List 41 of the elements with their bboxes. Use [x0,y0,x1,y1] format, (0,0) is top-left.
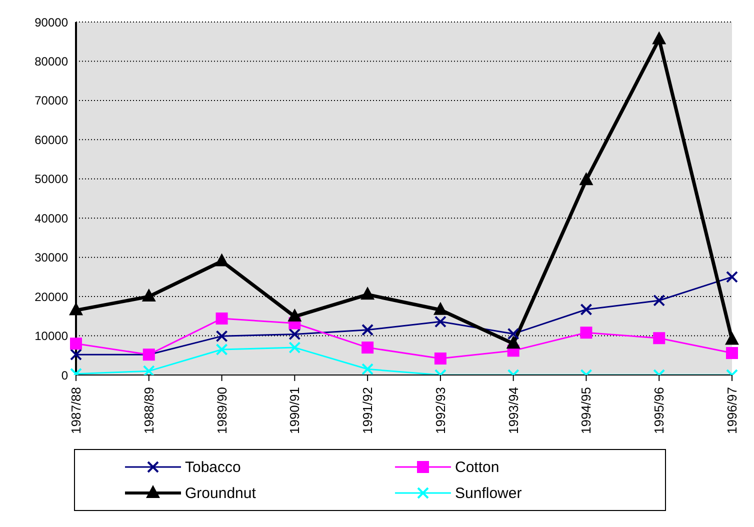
point [362,342,374,354]
point [580,326,592,339]
point [434,352,446,365]
x-tick-label: 1992/93 [432,387,448,434]
point [433,302,448,315]
legend-label: Tobacco [185,458,241,476]
x-tick-label: 1989/90 [214,387,230,434]
y-tick-label: 30000 [34,250,68,265]
y-tick-label: 40000 [34,211,68,226]
y-tick-label: 90000 [34,15,68,30]
point [726,347,738,360]
x-tick-label: 1990/91 [287,387,302,434]
y-tick-label: 20000 [34,290,68,304]
y-tick-label: 70000 [34,94,68,108]
point [360,286,375,300]
point [214,253,229,266]
y-tick-label: 60000 [34,132,68,147]
point [142,288,156,302]
point [506,336,520,349]
point [725,332,739,345]
legend-label: Cotton [455,458,500,476]
point [653,332,666,344]
point [70,338,82,350]
x-tick-label: 1987/88 [68,387,84,434]
legend-label: Sunflower [455,484,522,502]
y-tick-label: 80000 [34,54,68,68]
point [69,302,83,316]
x-tick-label: 1993/94 [506,387,521,434]
x-tick-label: 1995/96 [652,387,667,434]
y-tick-label: 50000 [34,172,68,186]
x-tick-label: 1991/92 [360,387,376,434]
y-tick-label: 10000 [34,329,68,344]
y-tick-label: 0 [61,368,68,382]
point [579,172,594,186]
x-tick-label: 1994/95 [578,387,594,434]
point [652,31,666,44]
point [288,308,302,322]
point [216,312,228,325]
x-tick-label: 1988/89 [141,387,156,434]
legend-label: Groundnut [185,484,256,502]
x-tick-label: 1996/97 [724,387,740,434]
